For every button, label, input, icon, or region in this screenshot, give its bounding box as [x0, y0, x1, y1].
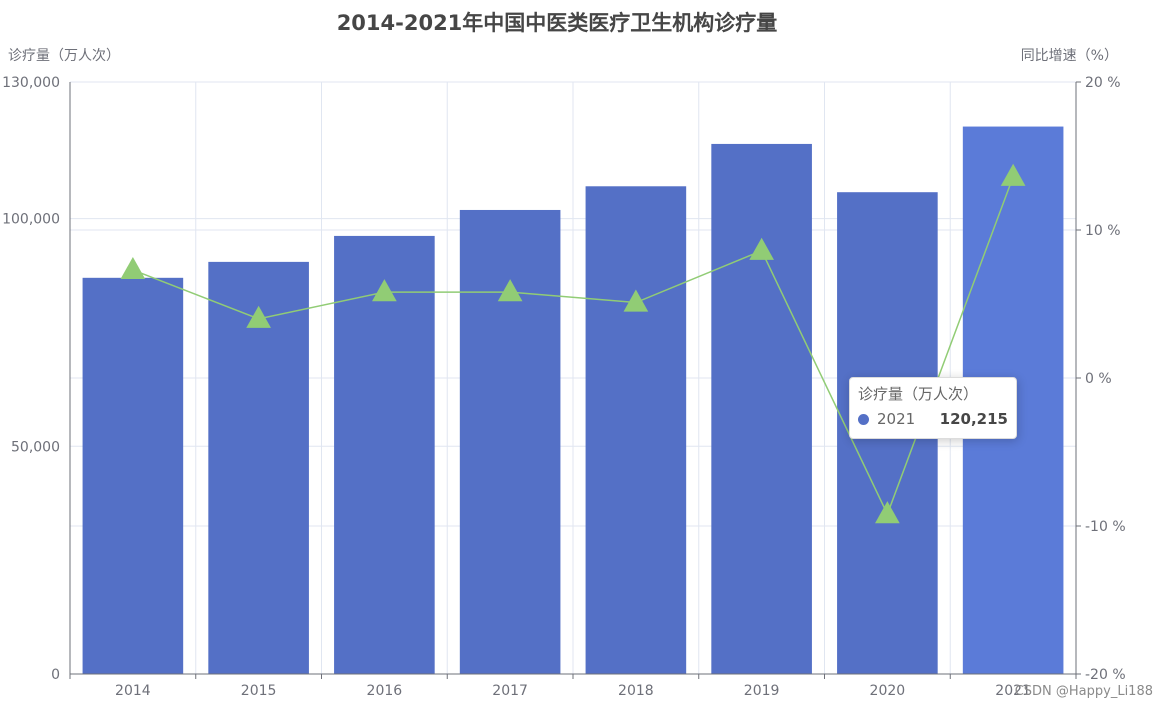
y-left-tick-label: 0	[51, 667, 60, 683]
y-right-tick-label: 20 %	[1085, 75, 1121, 91]
y-left-tick-label: 130,000	[2, 75, 60, 91]
tooltip-series-dot	[858, 413, 869, 425]
growth-marker-2015	[246, 305, 271, 328]
growth-marker-2018	[623, 289, 649, 312]
watermark: CSDN @Happy_Li188	[1015, 684, 1153, 699]
tooltip-title: 诊疗量（万人次）	[858, 385, 979, 403]
x-tick-label-2017: 2017	[492, 683, 528, 699]
y-right-tick-label: 10 %	[1085, 223, 1121, 239]
bar-2018	[585, 186, 687, 674]
growth-line-series	[120, 163, 1026, 524]
x-tick-label-2021: 2021	[995, 683, 1031, 699]
y-right-axis-label: 同比增速（%）	[1021, 48, 1118, 64]
bar-2015	[208, 261, 309, 674]
y-right-tick-label: -10 %	[1085, 519, 1126, 535]
y-right-tick-label: -20 %	[1085, 667, 1126, 683]
axes: 2014 2015 2016 2017 2018 2019 2020 2021 0 50,000 1…	[2, 75, 1126, 699]
tooltip-category: 2021	[877, 410, 916, 428]
x-tick-label-2014: 2014	[115, 683, 151, 699]
tooltip-row: 2021 120,215	[858, 410, 1008, 428]
tooltip: 诊疗量（万人次） 2021 120,215	[849, 377, 1017, 439]
bar-2016	[334, 235, 435, 675]
y-left-tick-label: 50,000	[11, 439, 60, 455]
growth-marker-2021	[1000, 163, 1026, 186]
x-tick-label-2018: 2018	[618, 683, 654, 699]
growth-marker-2014	[120, 256, 146, 280]
tooltip-value: 120,215	[939, 410, 1008, 428]
x-tick-label-2016: 2016	[367, 683, 403, 699]
growth-line	[132, 176, 1014, 517]
y-left-tick-label: 100,000	[2, 212, 60, 228]
chart-title: 2014-2021年中国中医类医疗卫生机构诊疗量	[337, 11, 778, 35]
bar-2014	[82, 277, 184, 674]
x-tick-label-2015: 2015	[241, 683, 277, 699]
x-tick-label-2020: 2020	[870, 683, 906, 699]
y-left-axis-label: 诊疗量（万人次）	[8, 48, 120, 64]
growth-marker-2016	[372, 279, 397, 302]
y-right-tick-label: 0 %	[1085, 371, 1112, 387]
x-tick-label-2019: 2019	[744, 683, 780, 699]
growth-marker-2020	[875, 501, 900, 524]
growth-marker-2017	[497, 279, 523, 302]
bar-2019	[711, 143, 812, 674]
growth-marker-2019	[749, 237, 774, 260]
bar-series	[82, 126, 1064, 675]
